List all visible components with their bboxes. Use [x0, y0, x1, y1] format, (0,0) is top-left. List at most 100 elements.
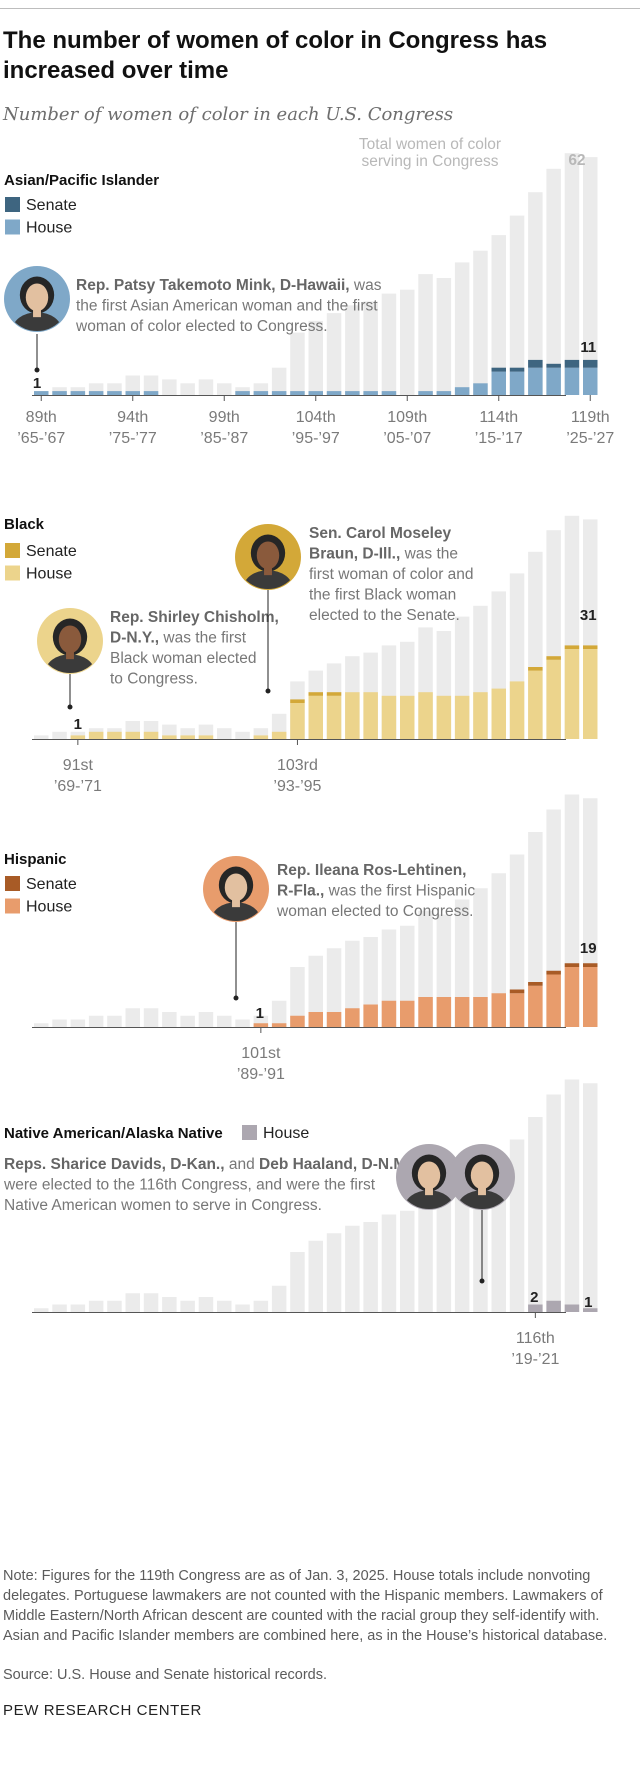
total-value-label: 62: [568, 152, 585, 169]
total-bar: [326, 313, 342, 395]
portrait-patsy-mink: [4, 266, 70, 332]
total-bar: [235, 1019, 250, 1027]
first-value-label: 1: [256, 1005, 264, 1022]
portrait-shirley-chisholm: [37, 608, 103, 674]
top-rule: [0, 8, 640, 9]
house-bar: [180, 735, 195, 739]
chart-title: The number of women of color in Congress…: [3, 27, 548, 84]
house-bar: [583, 367, 598, 395]
annotation-ileana-ros-lehtinen: Rep. Ileana Ros-Lehtinen, R-Fla., was the…: [276, 862, 475, 920]
panel-3: 116th ’19-’21 Native American/Alaska Nativ…: [4, 1079, 598, 1368]
house-bar: [473, 997, 488, 1027]
total-bar: [381, 1214, 397, 1312]
legend-label: Senate: [26, 197, 77, 214]
last-value-label: 19: [580, 940, 597, 957]
tick-years: ’75-’77: [109, 430, 157, 447]
house-bar: [363, 391, 378, 395]
callout-dot: [265, 688, 271, 694]
tick-years: ’19-’21: [511, 1351, 559, 1368]
total-label-line2: serving in Congress: [362, 153, 499, 170]
total-bar: [143, 1008, 159, 1027]
total-bar: [253, 1300, 269, 1312]
total-bar: [509, 215, 525, 395]
total-bar: [583, 157, 598, 395]
house-bar: [125, 391, 140, 395]
total-bar: [217, 1015, 232, 1027]
total-bar: [88, 1300, 104, 1312]
house-bar: [454, 997, 470, 1027]
house-bar: [308, 391, 323, 395]
house-bar: [125, 731, 140, 739]
house-bar: [271, 731, 287, 739]
total-bar: [162, 1012, 177, 1027]
section-title: Asian/Pacific Islander: [4, 172, 159, 189]
house-bar: [235, 391, 250, 395]
tick-years: ’15-’17: [475, 430, 523, 447]
house-bar: [290, 391, 305, 395]
total-bar: [473, 888, 488, 1027]
annotation-davids-haaland: Reps. Sharice Davids, D-Kan., and Deb Ha…: [3, 1156, 415, 1214]
total-bar: [564, 1079, 580, 1312]
house-bar: [528, 367, 543, 395]
portrait-deb-haaland: [449, 1144, 515, 1210]
house-bar: [473, 383, 488, 395]
house-bar: [308, 1012, 323, 1027]
portrait-ileana-ros-lehtinen: [203, 856, 269, 922]
house-bar: [308, 695, 323, 739]
total-bar: [363, 1222, 378, 1312]
tick-years: ’65-’67: [17, 430, 65, 447]
total-bar: [217, 1300, 232, 1312]
total-bar: [491, 235, 506, 395]
total-bar: [34, 1023, 49, 1027]
callout-dot: [233, 995, 239, 1001]
total-bar: [381, 293, 397, 395]
house-bar: [418, 391, 433, 395]
panel-1: 91st ’69-’71 103rd ’93-’95 Black Senate House: [4, 515, 598, 795]
portrait-carol-moseley-braun: [235, 524, 301, 590]
total-bar: [509, 854, 525, 1027]
brand-name: PEW RESEARCH CENTER: [3, 1702, 202, 1719]
legend-label: Senate: [26, 543, 77, 560]
total-bar: [290, 332, 305, 395]
total-bar: [217, 728, 232, 739]
section-title: Hispanic: [4, 851, 67, 868]
house-bar: [491, 688, 506, 739]
house-bar: [528, 670, 543, 739]
house-bar: [491, 371, 506, 395]
house-bar: [400, 695, 415, 739]
total-bar: [308, 955, 323, 1027]
legend-swatch: [5, 543, 20, 558]
total-bar: [52, 1304, 67, 1312]
house-bar: [509, 681, 525, 739]
total-bar: [454, 899, 470, 1027]
last-value-label: 1: [584, 1294, 592, 1311]
tick-years: ’95-’97: [292, 430, 340, 447]
total-bar: [217, 383, 232, 395]
section-title: Native American/Alaska Native: [4, 1125, 223, 1142]
total-bar: [473, 250, 488, 395]
last-value-label: 11: [580, 339, 596, 356]
house-bar: [253, 391, 269, 395]
total-bar: [345, 1225, 360, 1312]
legend-swatch: [5, 898, 20, 914]
house-bar: [564, 1304, 580, 1312]
total-bar: [253, 728, 269, 739]
senate-bar: [564, 645, 580, 649]
total-bar: [528, 1117, 543, 1312]
senate-bar: [546, 656, 561, 660]
total-bar: [143, 1293, 159, 1312]
chart-subtitle: Number of women of color in each U.S. Co…: [3, 104, 454, 125]
house-bar: [418, 692, 433, 739]
house-bar: [345, 1008, 360, 1027]
house-bar: [198, 735, 214, 739]
total-bar: [326, 1233, 342, 1312]
total-bar: [418, 1195, 433, 1312]
house-bar: [509, 371, 525, 395]
portrait-sharice-davids: [396, 1144, 462, 1210]
total-bar: [235, 731, 250, 739]
panel-0: 89th ’65-’67 94th ’75-’77 99th ’85-’87 104th ’9…: [4, 153, 614, 447]
total-bar: [271, 1285, 287, 1312]
total-bar: [345, 305, 360, 395]
chart-source: Source: U.S. House and Senate historical…: [3, 1667, 327, 1683]
total-bar: [180, 728, 195, 739]
